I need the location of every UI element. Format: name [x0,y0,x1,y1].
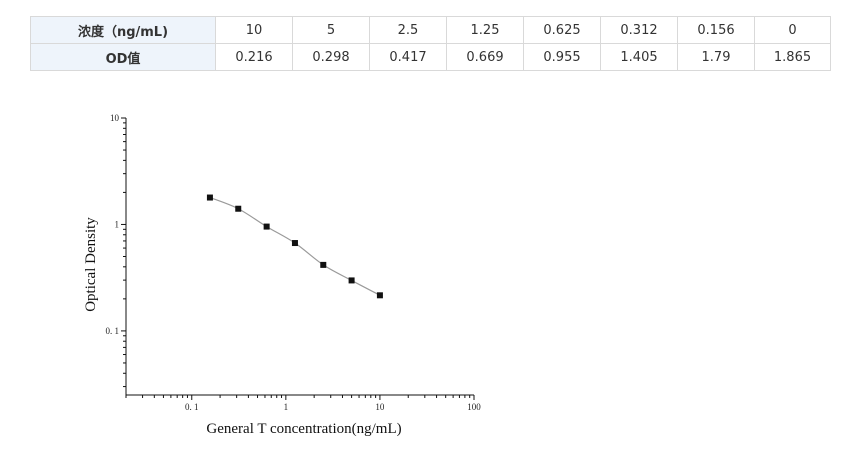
od-cell: 0.669 [446,43,524,71]
concentration-cell: 1.25 [446,16,524,44]
y-tick-label: 0. 1 [106,326,120,336]
od-cell: 1.405 [600,43,678,71]
data-point [376,292,383,299]
y-tick-label: 1 [115,219,120,229]
y-axis-title: Optical Density [83,217,99,312]
concentration-row-header: 浓度（ng/mL) [30,16,216,44]
data-point [263,223,270,230]
concentration-row: 浓度（ng/mL) 10 5 2.5 1.25 0.625 0.312 0.15… [30,16,831,44]
od-cell: 0.298 [292,43,370,71]
od-cell: 0.417 [369,43,447,71]
x-tick-label: 10 [375,402,385,412]
od-cell: 0.216 [215,43,293,71]
concentration-cell: 0.625 [523,16,601,44]
od-row-header: OD值 [30,43,216,71]
x-tick-label: 1 [284,402,289,412]
od-cell: 1.79 [677,43,755,71]
x-tick-label: 100 [467,402,481,412]
od-cell: 0.955 [523,43,601,71]
x-tick-label: 0. 1 [185,402,199,412]
standard-curve-table: 浓度（ng/mL) 10 5 2.5 1.25 0.625 0.312 0.15… [30,16,831,71]
standard-curve-chart: 0. 1 1 10 0. 1 1 10 100 General T concentration… [83,113,481,437]
data-point [235,205,242,212]
x-axis-title: General T concentration(ng/mL) [206,421,401,437]
concentration-cell: 2.5 [369,16,447,44]
data-point [291,240,298,247]
concentration-cell: 0 [754,16,831,44]
od-cell: 1.865 [754,43,831,71]
concentration-cell: 5 [292,16,370,44]
data-point [206,194,213,201]
concentration-cell: 10 [215,16,293,44]
concentration-cell: 0.156 [677,16,755,44]
od-row: OD值 0.216 0.298 0.417 0.669 0.955 1.405 … [30,43,831,71]
data-point [320,261,327,268]
data-point [348,277,355,284]
y-tick-label: 10 [110,113,120,123]
concentration-cell: 0.312 [600,16,678,44]
